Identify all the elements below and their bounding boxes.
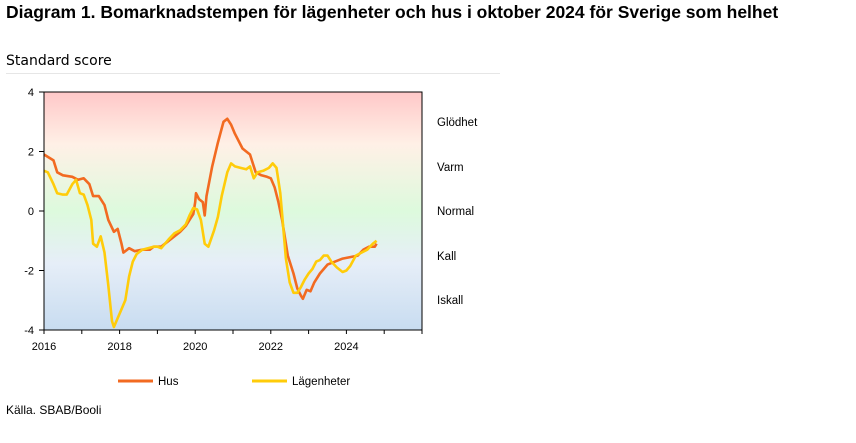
source-note: Källa. SBAB/Booli bbox=[6, 403, 102, 417]
x-tick-label: 2024 bbox=[334, 341, 358, 353]
series-line-hus bbox=[43, 117, 378, 301]
y-tick-label: 4 bbox=[28, 87, 34, 99]
x-tick-label: 2020 bbox=[183, 341, 207, 353]
zone-label-iskall: Iskall bbox=[437, 295, 463, 307]
zone-label-glodhet: Glödhet bbox=[437, 117, 478, 129]
legend-label-hus: Hus bbox=[158, 376, 179, 388]
frame-divider bbox=[6, 73, 500, 74]
y-tick-label: 0 bbox=[28, 206, 34, 218]
zone-label-normal: Normal bbox=[437, 206, 474, 218]
y-tick-label: 2 bbox=[28, 147, 34, 159]
series-layer bbox=[43, 117, 378, 329]
y-tick-label: -2 bbox=[24, 266, 34, 278]
x-tick-label: 2018 bbox=[107, 341, 131, 353]
chart-title: Diagram 1. Bomarknadstempen för lägenhet… bbox=[6, 2, 779, 22]
zone-label-kall: Kall bbox=[437, 251, 456, 263]
chart-subtitle: Standard score bbox=[6, 53, 112, 69]
axes-layer bbox=[39, 91, 423, 334]
x-tick-label: 2016 bbox=[32, 341, 56, 353]
y-tick-label: -4 bbox=[24, 325, 34, 337]
zone-label-varm: Varm bbox=[437, 162, 464, 174]
legend-label-lagenheter: Lägenheter bbox=[292, 376, 350, 388]
x-tick-label: 2022 bbox=[259, 341, 283, 353]
series-line-lagenheter bbox=[43, 162, 378, 329]
